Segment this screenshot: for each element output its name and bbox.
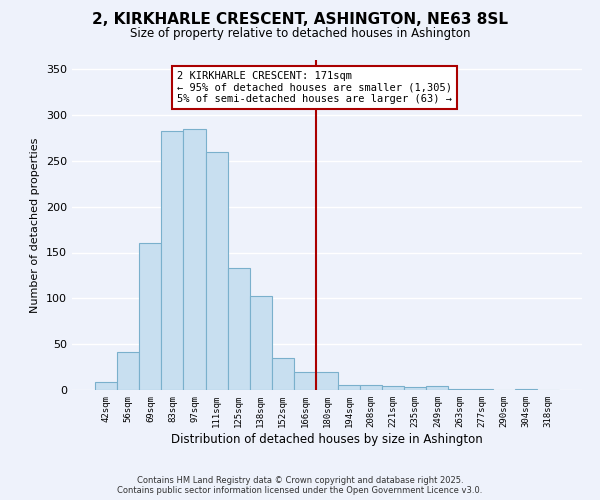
Bar <box>338 384 360 390</box>
Bar <box>117 352 139 390</box>
Bar <box>360 386 382 390</box>
Text: Size of property relative to detached houses in Ashington: Size of property relative to detached ho… <box>130 28 470 40</box>
Bar <box>427 386 448 390</box>
Text: 2 KIRKHARLE CRESCENT: 171sqm
← 95% of detached houses are smaller (1,305)
5% of : 2 KIRKHARLE CRESCENT: 171sqm ← 95% of de… <box>177 71 452 104</box>
Bar <box>515 389 537 390</box>
Bar <box>206 152 227 390</box>
Bar <box>382 386 404 390</box>
Bar <box>316 372 338 390</box>
Bar <box>470 389 493 390</box>
Bar <box>294 372 316 390</box>
Bar <box>227 268 250 390</box>
X-axis label: Distribution of detached houses by size in Ashington: Distribution of detached houses by size … <box>171 432 483 446</box>
Bar <box>272 358 294 390</box>
Bar <box>448 389 470 390</box>
Bar <box>184 128 206 390</box>
Bar <box>95 382 117 390</box>
Text: Contains HM Land Registry data © Crown copyright and database right 2025.
Contai: Contains HM Land Registry data © Crown c… <box>118 476 482 495</box>
Text: 2, KIRKHARLE CRESCENT, ASHINGTON, NE63 8SL: 2, KIRKHARLE CRESCENT, ASHINGTON, NE63 8… <box>92 12 508 28</box>
Bar <box>139 244 161 390</box>
Bar <box>250 296 272 390</box>
Bar <box>404 387 427 390</box>
Y-axis label: Number of detached properties: Number of detached properties <box>31 138 40 312</box>
Bar <box>161 130 184 390</box>
